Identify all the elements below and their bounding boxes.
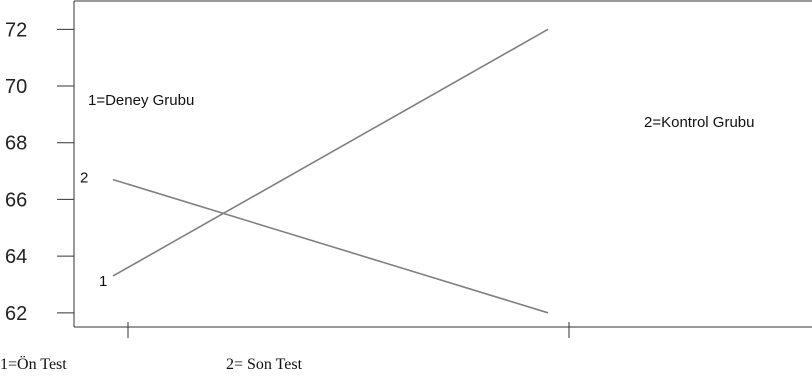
- annotation-group1: 1=Deney Grubu: [88, 92, 194, 109]
- series-label-2: 2: [80, 170, 88, 187]
- series-layer: 12: [80, 28, 549, 314]
- y-axis-ticks: 62 64 66 68 70 72: [5, 19, 74, 325]
- x-axis-ticks: [127, 322, 570, 338]
- series-line-1: [112, 28, 549, 277]
- plot-frame: [73, 0, 812, 328]
- y-tick-label: 68: [5, 133, 27, 155]
- annotation-group2: 2=Kontrol Grubu: [644, 114, 755, 131]
- series-label-1: 1: [99, 273, 107, 290]
- x-note-1: 1=Ön Test: [0, 355, 67, 373]
- y-tick-label: 66: [5, 189, 27, 211]
- y-tick-label: 70: [5, 76, 27, 98]
- y-tick-label: 62: [5, 303, 27, 325]
- y-tick-label: 64: [5, 246, 27, 268]
- x-note-2: 2= Son Test: [226, 356, 303, 373]
- series-line-2: [112, 178, 549, 314]
- y-tick-label: 72: [5, 19, 27, 41]
